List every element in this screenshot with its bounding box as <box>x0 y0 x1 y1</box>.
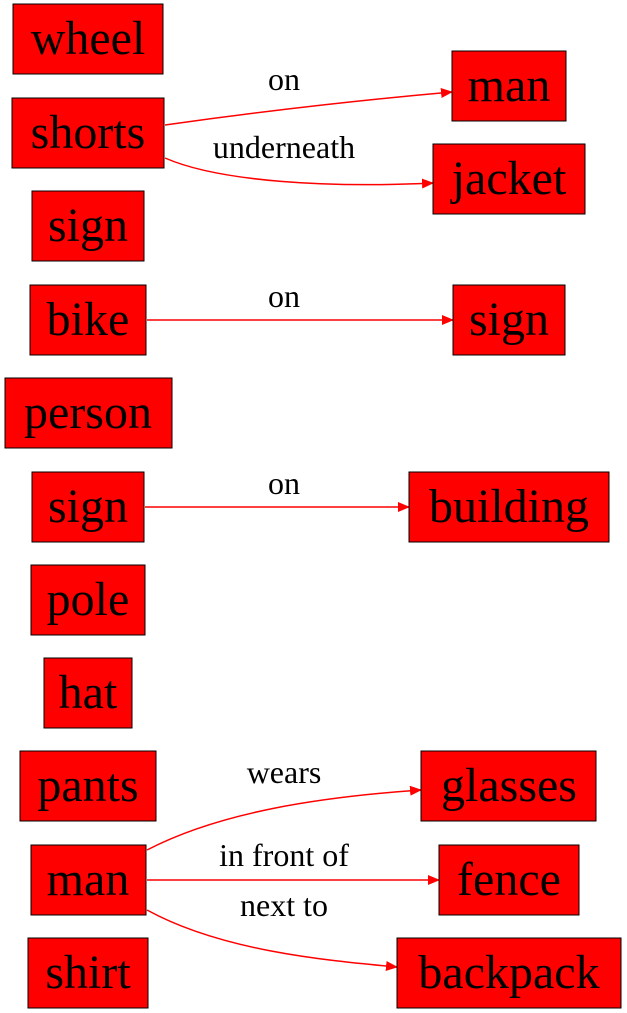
node-sign-3: sign <box>452 284 566 356</box>
edge-shorts-on-man <box>164 87 453 126</box>
edge-man-wears-glasses <box>146 785 422 851</box>
node-label-sign-2: sign <box>48 480 128 533</box>
edge-label-wears: wears <box>247 754 322 790</box>
node-label-fence: fence <box>457 853 561 906</box>
edge-shorts-underneath-jacket <box>164 157 434 189</box>
edge-label-on-3: on <box>268 465 300 501</box>
node-shorts: shorts <box>11 97 165 169</box>
node-man-right: man <box>451 50 567 122</box>
node-sign-2: sign <box>31 471 145 543</box>
node-fence: fence <box>438 844 580 916</box>
node-glasses: glasses <box>420 750 597 822</box>
node-label-backpack: backpack <box>418 946 599 999</box>
node-pole: pole <box>30 564 146 636</box>
nodes-left: wheel shorts sign bike person sign pole <box>4 3 173 1009</box>
node-jacket: jacket <box>432 143 586 215</box>
node-label-bike: bike <box>47 293 130 346</box>
edge-label-on-2: on <box>268 278 300 314</box>
edge-label-on-1: on <box>268 61 300 97</box>
node-label-wheel: wheel <box>31 12 146 65</box>
nodes-right: man jacket sign building glasses fence b… <box>396 50 622 1009</box>
edges: on underneath on on wears in front of ne… <box>145 61 454 971</box>
node-label-jacket: jacket <box>450 152 567 205</box>
node-label-building: building <box>429 480 589 533</box>
node-label-shorts: shorts <box>31 106 146 159</box>
node-sign-1: sign <box>31 190 145 262</box>
node-pants: pants <box>19 750 157 822</box>
edge-man-next-to-backpack <box>146 909 398 971</box>
node-label-sign-1: sign <box>48 199 128 252</box>
edge-label-underneath: underneath <box>213 129 355 165</box>
edge-label-next-to: next to <box>240 887 328 923</box>
node-label-person: person <box>24 386 152 439</box>
node-label-man-right: man <box>468 59 551 112</box>
node-building: building <box>408 471 610 543</box>
node-label-hat: hat <box>59 666 118 719</box>
node-bike: bike <box>29 284 147 356</box>
node-backpack: backpack <box>396 937 622 1009</box>
node-label-glasses: glasses <box>441 759 577 812</box>
node-shirt: shirt <box>27 937 149 1009</box>
node-wheel: wheel <box>12 3 164 75</box>
node-man-left: man <box>30 844 147 916</box>
edge-label-in-front-of: in front of <box>219 837 349 873</box>
node-person: person <box>4 377 173 449</box>
node-label-man-left: man <box>47 853 130 906</box>
node-label-pole: pole <box>47 573 130 626</box>
node-hat: hat <box>43 657 133 729</box>
node-label-pants: pants <box>37 759 138 812</box>
node-label-shirt: shirt <box>45 946 131 999</box>
node-label-sign-3: sign <box>469 293 549 346</box>
